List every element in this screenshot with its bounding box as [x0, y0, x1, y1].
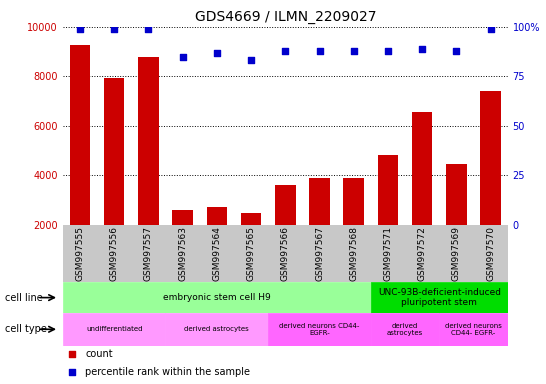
Text: count: count: [85, 349, 112, 359]
Point: [362, 281, 371, 287]
Text: UNC-93B-deficient-induced
pluripotent stem: UNC-93B-deficient-induced pluripotent st…: [378, 288, 501, 307]
Text: derived neurons
CD44- EGFR-: derived neurons CD44- EGFR-: [445, 323, 502, 336]
Text: embryonic stem cell H9: embryonic stem cell H9: [163, 293, 271, 302]
Point: [384, 48, 393, 54]
Point: [110, 26, 118, 32]
Bar: [206, 207, 227, 274]
Text: GSM997570: GSM997570: [486, 227, 495, 281]
Point: [75, 26, 84, 32]
Point: [178, 53, 187, 60]
Bar: [378, 156, 398, 274]
Point: [315, 48, 324, 54]
Bar: [440, 313, 508, 346]
Text: cell type: cell type: [5, 324, 48, 334]
Point: [349, 48, 358, 54]
Point: [212, 50, 221, 56]
Text: GSM997565: GSM997565: [247, 227, 256, 281]
Text: derived
astrocytes: derived astrocytes: [387, 323, 423, 336]
Text: GSM997566: GSM997566: [281, 227, 290, 281]
Bar: [480, 91, 501, 274]
Text: GSM997564: GSM997564: [212, 227, 221, 281]
Point: [486, 26, 495, 32]
Bar: [241, 213, 262, 274]
Point: [418, 46, 426, 52]
Text: percentile rank within the sample: percentile rank within the sample: [85, 366, 250, 377]
Bar: [309, 178, 330, 274]
Point: [362, 124, 371, 130]
Point: [452, 48, 461, 54]
Text: GSM997563: GSM997563: [178, 227, 187, 281]
Text: GSM997555: GSM997555: [75, 227, 85, 281]
Bar: [165, 313, 268, 346]
Bar: [104, 78, 124, 274]
Bar: [268, 313, 371, 346]
Text: cell line: cell line: [5, 293, 43, 303]
Point: [281, 48, 290, 54]
Text: GSM997569: GSM997569: [452, 227, 461, 281]
Text: GSM997572: GSM997572: [418, 227, 427, 281]
Title: GDS4669 / ILMN_2209027: GDS4669 / ILMN_2209027: [194, 10, 376, 25]
Text: undifferentiated: undifferentiated: [86, 326, 143, 332]
Text: GSM997557: GSM997557: [144, 227, 153, 281]
Bar: [412, 112, 432, 274]
Bar: [70, 45, 90, 274]
Point: [247, 58, 256, 64]
Bar: [63, 313, 165, 346]
Point: [144, 26, 153, 32]
Text: derived astrocytes: derived astrocytes: [185, 326, 249, 332]
Bar: [446, 164, 467, 274]
Text: GSM997556: GSM997556: [110, 227, 118, 281]
Bar: [371, 282, 508, 313]
Text: GSM997568: GSM997568: [349, 227, 358, 281]
Bar: [275, 185, 295, 274]
Text: GSM997567: GSM997567: [315, 227, 324, 281]
Text: GSM997571: GSM997571: [383, 227, 393, 281]
Text: derived neurons CD44-
EGFR-: derived neurons CD44- EGFR-: [280, 323, 360, 336]
Bar: [63, 282, 371, 313]
Bar: [173, 210, 193, 274]
Bar: [138, 56, 159, 274]
Bar: [343, 178, 364, 274]
Bar: [371, 313, 440, 346]
